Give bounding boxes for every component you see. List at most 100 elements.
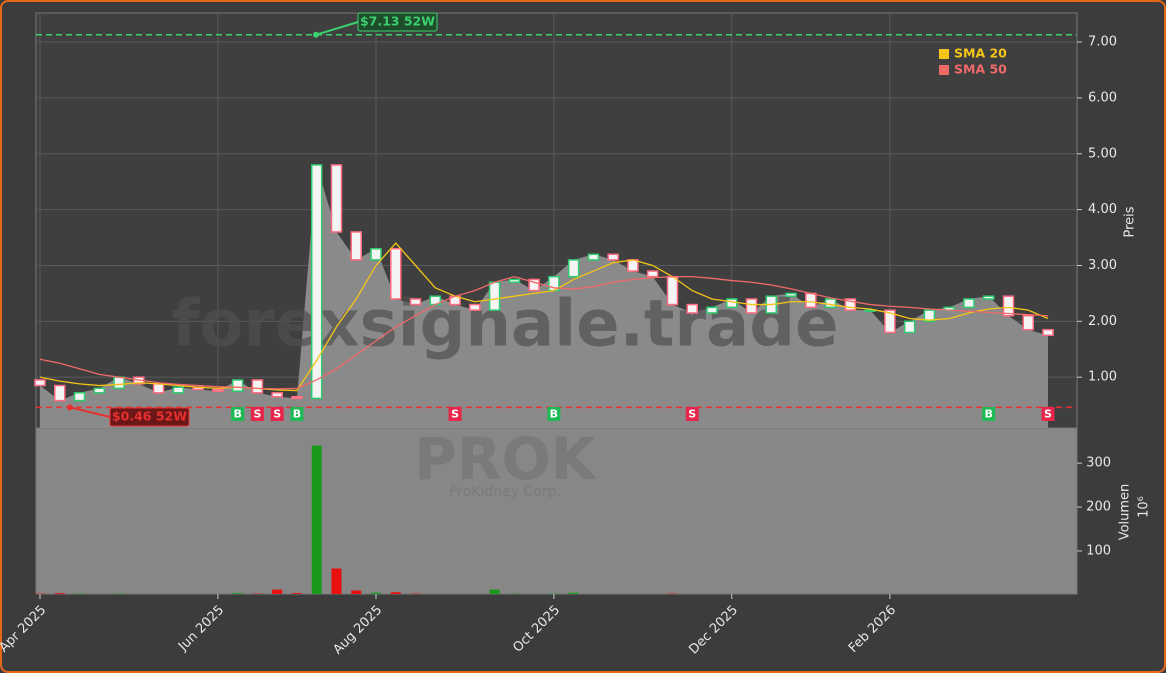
y-axis-label: Preis — [1123, 206, 1138, 237]
x-tick-label: Dec 2025 — [686, 603, 741, 658]
signal-label: B — [985, 408, 993, 421]
high-label-box — [357, 12, 438, 32]
y-tick-label: 3.00 — [1088, 258, 1117, 273]
candle-body — [172, 386, 185, 394]
signal-box — [1041, 407, 1055, 421]
legend-swatch — [939, 65, 949, 75]
sma-line — [39, 242, 1049, 392]
x-tick-label: Oct 2025 — [510, 603, 563, 656]
symbol-watermark: PROK — [414, 425, 597, 493]
volume-bar — [390, 592, 401, 594]
legend-label: SMA 50 — [954, 62, 1007, 77]
candle-body — [251, 379, 264, 394]
y-tick-label: 4.00 — [1088, 202, 1117, 217]
low-point — [67, 404, 73, 411]
candle-body — [152, 383, 165, 394]
high-point — [313, 31, 319, 38]
volume-tick-label: 200 — [1086, 500, 1111, 515]
volume-bar — [371, 592, 381, 594]
candle-body — [93, 387, 106, 394]
sma-line — [39, 275, 1049, 390]
candle-body — [73, 392, 86, 402]
high-label: $7.13 52W — [360, 14, 435, 29]
candle-body — [923, 309, 936, 323]
candle-body — [291, 395, 303, 400]
volume-bar — [54, 593, 65, 594]
volume-panel — [35, 427, 1078, 595]
watermark: forexsignale.trade — [172, 288, 839, 362]
low-label: $0.46 52W — [112, 409, 187, 424]
candle-body — [963, 298, 975, 309]
candle-body — [567, 259, 580, 278]
signal-box — [270, 407, 284, 421]
x-tick-label: Aug 2025 — [330, 603, 385, 658]
signal-box — [982, 407, 996, 421]
candle-body — [54, 384, 66, 402]
legend-label: SMA 20 — [954, 46, 1007, 61]
company-watermark: ProKidney Corp. — [449, 484, 561, 500]
signal-label: S — [273, 408, 281, 421]
signal-label: S — [451, 408, 459, 421]
volume-bar — [291, 593, 302, 594]
candle-body — [508, 278, 521, 283]
candle-body — [1042, 328, 1054, 337]
candle-body — [1022, 314, 1034, 331]
signal-box — [250, 407, 264, 421]
candle-body — [1002, 295, 1015, 317]
y-tick-label: 2.00 — [1088, 314, 1117, 329]
legend-swatch — [939, 49, 949, 59]
signal-box — [685, 407, 699, 421]
candle-body — [884, 309, 896, 334]
signal-label: B — [550, 408, 558, 421]
x-tick-label: Apr 2025 — [0, 603, 49, 656]
candle-body — [34, 379, 46, 387]
low-arrow — [69, 406, 111, 418]
signal-box — [290, 407, 304, 421]
candle-body — [469, 303, 481, 311]
candle-body — [587, 253, 600, 261]
signal-label: B — [233, 408, 241, 421]
candle-body — [528, 278, 540, 292]
volume-axis-label: Volumen — [1118, 484, 1133, 541]
candle-body — [113, 376, 125, 390]
candle-body — [903, 320, 916, 334]
volume-tick-label: 300 — [1086, 456, 1111, 471]
signal-box — [547, 407, 561, 421]
volume-tick-label: 100 — [1086, 543, 1111, 558]
candle-body — [844, 298, 857, 311]
volume-bar — [568, 592, 579, 594]
y-tick-label: 5.00 — [1088, 146, 1117, 161]
low-label-box — [109, 407, 190, 427]
candle-body — [627, 259, 639, 272]
candle-body — [488, 281, 501, 311]
signal-label: S — [253, 408, 261, 421]
candle-body — [231, 379, 244, 392]
y-tick-label: 1.00 — [1088, 370, 1117, 385]
volume-bar — [311, 445, 322, 594]
candle-body — [330, 164, 343, 233]
candle-body — [370, 247, 382, 261]
candle-body — [310, 164, 323, 400]
signal-box — [231, 407, 245, 421]
volume-multiplier: 10⁶ — [1137, 496, 1152, 518]
volume-bar — [489, 589, 500, 594]
signal-box — [448, 407, 462, 421]
signal-label: B — [293, 408, 301, 421]
x-tick-label: Feb 2026 — [846, 603, 899, 656]
y-tick-label: 6.00 — [1088, 90, 1117, 105]
candle-body — [212, 388, 224, 392]
candle-body — [666, 275, 679, 306]
x-tick-label: Jun 2025 — [175, 603, 227, 655]
volume-bar — [232, 593, 243, 594]
signal-label: S — [688, 408, 696, 421]
volume-bar — [331, 568, 342, 594]
candle-body — [785, 292, 797, 297]
candle-body — [805, 292, 817, 309]
price-area — [40, 164, 1048, 429]
candle-body — [390, 247, 402, 300]
high-arrow — [315, 21, 359, 36]
candle-body — [607, 253, 619, 261]
volume-bar — [272, 589, 283, 594]
